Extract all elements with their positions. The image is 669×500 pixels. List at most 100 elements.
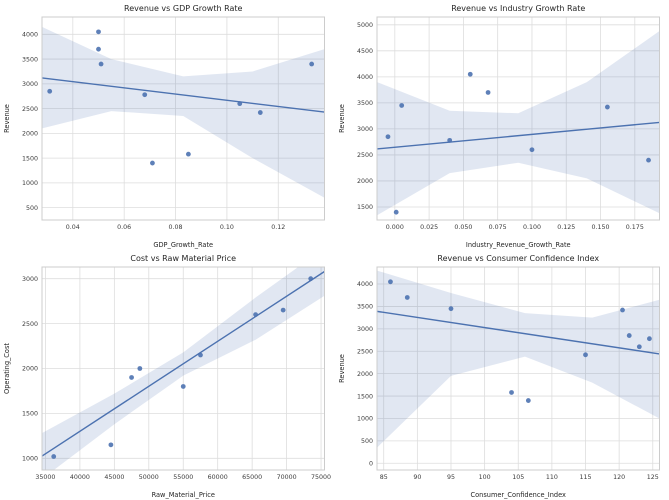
x-tick-label: 0.150 [591,224,609,231]
y-tick-label: 2500 [22,321,38,328]
data-point [467,71,473,77]
data-point [237,101,243,107]
y-tick-label: 500 [26,205,38,212]
y-axis-label: Revenue [3,104,11,133]
y-tick-label: 1000 [22,180,38,187]
x-tick-label: 70000 [277,474,297,481]
regression-line [42,77,325,113]
y-tick-label: 3000 [22,81,38,88]
y-tick-label: 1500 [356,393,372,400]
data-point [404,295,410,300]
data-point [47,88,53,94]
data-point [398,103,404,108]
x-tick-label: 0.000 [385,224,403,231]
x-tick-label: 0.025 [420,224,438,231]
data-point [253,312,258,318]
data-point [150,160,155,166]
data-point [51,454,57,459]
scatter-plot-svg: 0.000 0.025 0.050 0.075 0.100 0.125 0.150 0.175… [338,4,660,249]
plot-border [376,266,660,471]
data-point [308,276,314,282]
data-point [137,366,143,371]
x-tick-label: 105 [512,474,524,481]
scatter-plot-svg: 0.04 0.06 0.08 0.10 0.12 500 1000 1500 2000 2500 3… [3,4,325,249]
plot-border [41,266,325,471]
data-point [626,333,632,338]
data-point [448,306,453,312]
x-axis-label: Raw_Material_Price [152,491,215,499]
data-point [525,398,531,403]
x-axis-label: Industry_Revenue_Growth_Rate [465,241,570,249]
y-tick-label: 3500 [22,56,38,63]
confidence-band [376,31,659,216]
x-tick-label: 50000 [139,474,159,481]
x-tick-label: 55000 [173,474,193,481]
data-point [185,151,191,157]
data-point [129,375,134,380]
data-point [280,307,286,313]
y-tick-label: 3500 [356,304,372,311]
x-axis-label: GDP_Growth_Rate [153,241,213,249]
scatter-plot-svg: 35000 40000 45000 50000 55000 60000 65000 70000… [3,254,331,499]
chart-revenue-vs-gdp-growth-rate: 0.04 0.06 0.08 0.10 0.12 500 1000 1500 2000 2500 3… [0,0,335,250]
data-point [108,442,114,448]
x-tick-label: 125 [646,474,658,481]
data-point [582,352,588,358]
chart-title: Revenue vs Industry Growth Rate [451,4,585,13]
data-point [142,92,148,98]
y-tick-label: 1500 [356,204,372,211]
chart-cost-vs-raw-material-price: 35000 40000 45000 50000 55000 60000 65000 70000… [0,250,335,500]
data-point [636,344,642,350]
data-point [180,384,186,389]
y-tick-label: 2000 [22,131,38,138]
x-tick-label: 45000 [104,474,124,481]
x-tick-label: 60000 [208,474,228,481]
regression-line [42,270,325,457]
y-tick-label: 2000 [22,366,38,373]
confidence-band [376,270,659,448]
data-point [96,29,101,35]
data-point [198,352,203,358]
x-tick-label: 0.12 [271,224,285,231]
y-tick-label: 2500 [356,152,372,159]
y-tick-label: 1000 [356,416,372,423]
x-tick-label: 0.075 [488,224,506,231]
data-point [257,110,263,115]
y-tick-label: 4000 [22,32,38,39]
x-tick-label: 0.10 [220,224,234,231]
x-tick-label: 0.175 [625,224,643,231]
y-tick-label: 1000 [22,456,38,463]
x-tick-label: 90 [413,474,421,481]
y-tick-label: 3000 [356,326,372,333]
data-point [604,104,610,110]
y-tick-label: 3500 [356,100,372,107]
regression-line [376,310,659,355]
y-tick-label: 5000 [356,22,372,29]
chart-revenue-vs-industry-growth-rate: 0.000 0.025 0.050 0.075 0.100 0.125 0.150 0.175… [335,0,669,250]
plot-border [41,16,325,221]
y-axis-label: Revenue [338,104,346,133]
plot-area [42,17,325,220]
data-point [387,279,393,285]
plot-border [376,16,660,221]
y-tick-label: 4500 [356,48,372,55]
y-tick-label: 2500 [22,106,38,113]
data-point [619,307,625,313]
data-point [508,390,514,395]
y-axis-label: Operating_Cost [3,343,11,394]
data-point [645,157,651,163]
y-tick-label: 2000 [356,371,372,378]
x-tick-label: 40000 [70,474,90,481]
x-axis-label: Consumer_Confidence_Index [470,491,566,499]
y-tick-label: 3000 [22,276,38,283]
data-point [385,134,390,140]
data-point [446,137,452,143]
x-tick-label: 0.050 [454,224,472,231]
data-point [309,61,315,67]
chart-revenue-vs-consumer-confidence-index: 85 90 95 100 105 110 115 120 125 0 500 1000 1500 2000… [335,250,669,500]
y-axis-label: Revenue [338,354,346,383]
confidence-band [42,26,325,198]
y-tick-label: 4000 [356,281,372,288]
y-tick-label: 500 [360,438,372,445]
x-tick-label: 0.06 [117,224,131,231]
